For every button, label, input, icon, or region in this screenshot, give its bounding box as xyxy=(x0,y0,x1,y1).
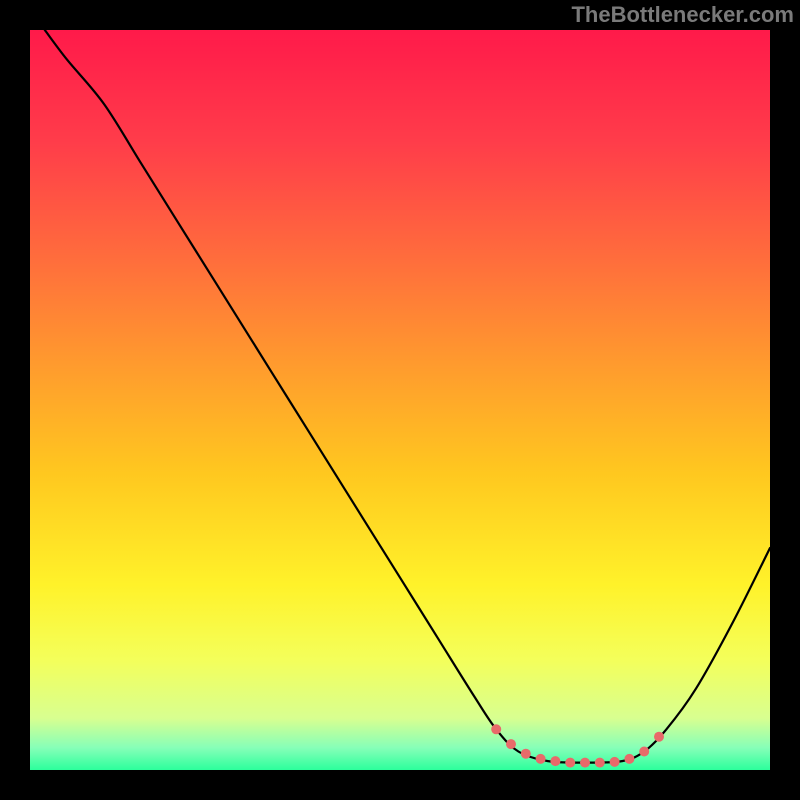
marker-point xyxy=(639,747,649,757)
marker-point xyxy=(624,754,634,764)
watermark-text: TheBottlenecker.com xyxy=(571,2,794,28)
gradient-background xyxy=(30,30,770,770)
chart-container: TheBottlenecker.com xyxy=(0,0,800,800)
marker-point xyxy=(595,758,605,768)
marker-point xyxy=(654,732,664,742)
marker-point xyxy=(610,757,620,767)
marker-point xyxy=(536,754,546,764)
marker-point xyxy=(550,756,560,766)
marker-point xyxy=(521,749,531,759)
marker-point xyxy=(491,724,501,734)
plot-area xyxy=(30,30,770,770)
marker-point xyxy=(506,739,516,749)
marker-point xyxy=(565,758,575,768)
marker-point xyxy=(580,758,590,768)
chart-svg xyxy=(30,30,770,770)
